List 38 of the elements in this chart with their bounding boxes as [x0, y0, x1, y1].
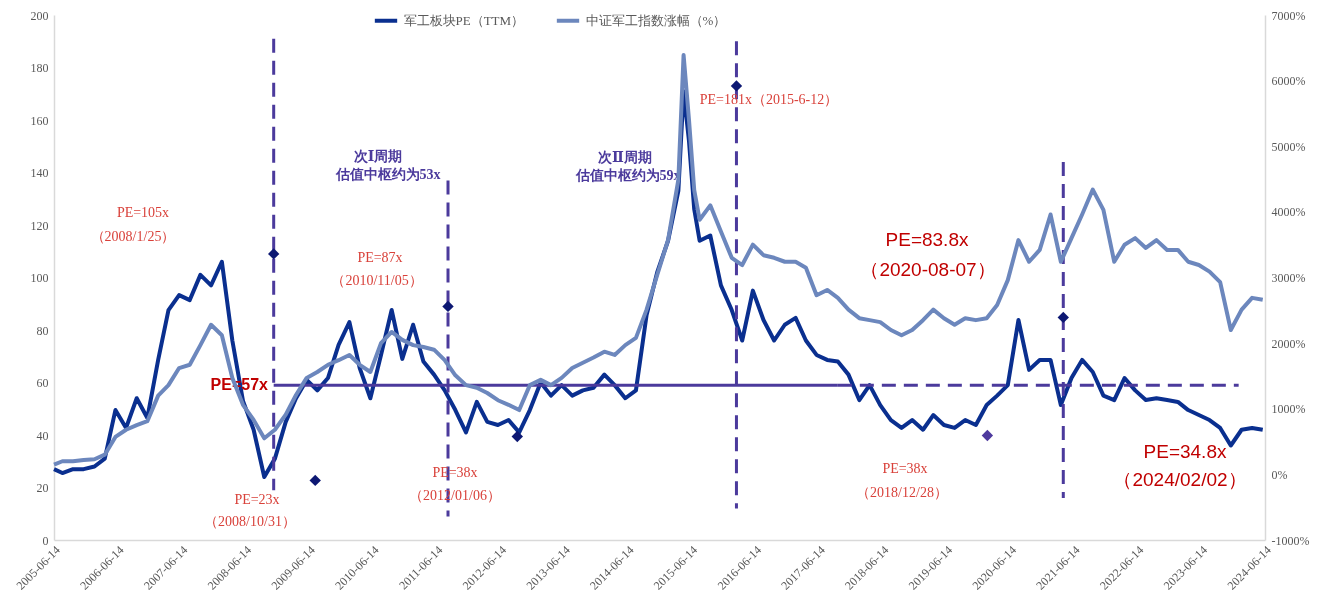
annotation: PE=38x: [882, 461, 928, 476]
annotation: PE=87x: [357, 250, 403, 265]
y-tick-label: 140: [30, 166, 49, 180]
y2-tick-label: 3000%: [1271, 271, 1306, 285]
y-tick-label: 160: [30, 113, 49, 128]
annotation: PE=83.8x: [885, 229, 969, 250]
y-tick-label: 200: [30, 8, 49, 23]
y2-tick-label: 0%: [1271, 467, 1288, 482]
y2-tick-label: 1000%: [1271, 402, 1306, 417]
legend-label: 中证军工指数涨幅（%）: [585, 12, 727, 28]
y-tick-label: 120: [30, 218, 49, 233]
annotation: （2008/10/31）: [204, 514, 296, 529]
y-tick-label: 40: [36, 428, 49, 443]
annotation: PE=181x（2015-6-12）: [699, 92, 839, 107]
annotation: PE=34.8x: [1143, 441, 1227, 462]
annotation: PE=105x: [116, 205, 170, 220]
annotation: 次Ⅱ周期: [598, 150, 652, 165]
annotation: （2020-08-07）: [860, 259, 996, 280]
y-tick-label: 60: [36, 376, 49, 390]
y-tick-label: 100: [30, 271, 49, 285]
annotation: PE=23x: [234, 492, 280, 507]
y2-tick-label: 4000%: [1271, 205, 1306, 220]
annotation: （2008/1/25）: [90, 229, 176, 244]
y-tick-label: 0: [42, 533, 49, 548]
y2-tick-label: -1000%: [1271, 533, 1310, 548]
legend-label: 军工板块PE（TTM）: [403, 12, 525, 28]
y2-tick-label: 7000%: [1271, 8, 1306, 23]
annotation: （2010/11/05）: [331, 273, 423, 288]
y-tick-label: 180: [30, 61, 49, 75]
annotation: 估值中枢约为53x: [334, 167, 441, 182]
annotation: （2018/12/28）: [856, 485, 948, 500]
annotation: （2024/02/02）: [1113, 469, 1247, 490]
y2-tick-label: 2000%: [1271, 336, 1306, 351]
y-tick-label: 80: [36, 323, 49, 338]
annotation: 次Ⅰ周期: [353, 149, 403, 164]
y-tick-label: 20: [36, 481, 49, 495]
y2-tick-label: 5000%: [1271, 139, 1306, 154]
y2-tick-label: 6000%: [1271, 74, 1306, 89]
